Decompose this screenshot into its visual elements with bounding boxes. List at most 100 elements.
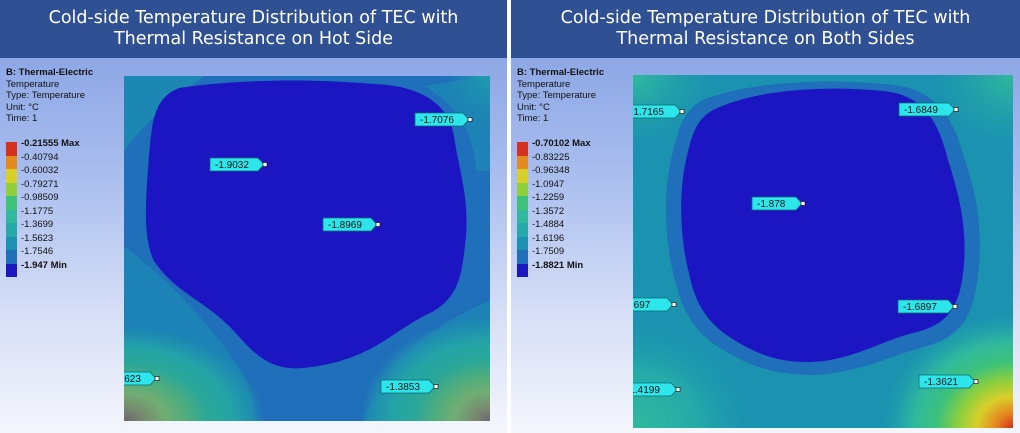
- legend-swatch: [6, 223, 17, 237]
- probe-label[interactable]: -1.4199: [633, 382, 681, 397]
- result-unit: Unit: °C: [6, 101, 39, 113]
- probe-marker: [262, 162, 268, 167]
- probe-value: -1.8969: [328, 220, 362, 231]
- probe-value: -1.6897: [903, 302, 937, 313]
- result-type-line: Temperature: [517, 78, 571, 90]
- legend-label: -0.70102 Max: [532, 138, 591, 149]
- analysis-name: B: Thermal-Electric: [6, 67, 94, 78]
- probe-label[interactable]: -1.3621: [918, 374, 979, 389]
- probe-value: -1.3623: [124, 374, 141, 385]
- legend-label: -0.60032: [21, 165, 59, 176]
- contour-plot[interactable]: -1.7165 -1.6849 -1.878 -1.697 -1.6897 -1.4199…: [633, 75, 1013, 428]
- result-info: B: Thermal-Electric Temperature Type: Te…: [6, 67, 93, 125]
- probe-label[interactable]: -1.7165: [633, 104, 685, 119]
- legend-label: -0.79271: [21, 178, 59, 190]
- probe-marker: [952, 304, 958, 309]
- legend-swatch: [6, 182, 17, 196]
- probe-value: -1.4199: [633, 385, 660, 396]
- probe-marker: [671, 302, 677, 307]
- legend-swatch: [6, 263, 17, 277]
- legend-swatch: [517, 209, 528, 223]
- legend-swatch: [517, 223, 528, 237]
- legend-label: -1.7509: [532, 246, 565, 257]
- probe-label[interactable]: -1.9032: [209, 157, 268, 172]
- contour-svg: -1.7165 -1.6849 -1.878 -1.697 -1.6897 -1.4199…: [633, 75, 1013, 428]
- legend-label: -1.3572: [532, 205, 565, 217]
- contour-min-region: [145, 80, 467, 369]
- result-unit: Unit: °C: [517, 101, 550, 113]
- contour-right-band: [424, 76, 490, 171]
- panel-header: Cold-side Temperature Distribution of TE…: [511, 0, 1020, 58]
- contour-min-region: [681, 88, 965, 363]
- probe-marker: [953, 107, 959, 112]
- probe-label[interactable]: -1.7076: [414, 112, 473, 127]
- legend-swatch: [517, 196, 528, 210]
- probe-marker: [800, 201, 806, 206]
- legend-label: -0.98509: [21, 192, 59, 203]
- probe-value: -1.7076: [420, 115, 454, 126]
- legend-swatch: [517, 250, 528, 264]
- panel-title: Cold-side Temperature Distribution of TE…: [560, 8, 971, 49]
- panel-header: Cold-side Temperature Distribution of TE…: [0, 0, 507, 58]
- left-result-panel: Cold-side Temperature Distribution of TE…: [0, 0, 507, 433]
- probe-marker: [433, 384, 439, 389]
- probe-label[interactable]: -1.878: [751, 196, 806, 211]
- contour-corner-top-left: [124, 76, 204, 151]
- legend-label: -1.8821 Min: [532, 259, 584, 271]
- probe-marker: [973, 379, 979, 384]
- legend-swatch: [6, 142, 17, 156]
- probe-label[interactable]: -1.8969: [322, 217, 381, 232]
- result-type-line: Temperature: [6, 78, 60, 90]
- probe-value: -1.3621: [924, 377, 958, 388]
- legend-swatch: [517, 236, 528, 250]
- probe-value: -1.6849: [904, 105, 938, 116]
- analysis-name: B: Thermal-Electric: [517, 67, 605, 78]
- legend-swatch: [517, 155, 528, 169]
- probe-label[interactable]: -1.6849: [898, 102, 959, 117]
- legend-swatch: [517, 182, 528, 196]
- result-time: Time: 1: [6, 113, 38, 124]
- probe-label[interactable]: -1.6897: [897, 299, 958, 314]
- legend-label: -0.21555 Max: [21, 138, 80, 149]
- result-type-detail: Type: Temperature: [517, 90, 597, 101]
- panel-title: Cold-side Temperature Distribution of TE…: [48, 8, 459, 49]
- contour-svg: -1.7076 -1.9032 -1.8969 -1.3623 -1.3853: [124, 76, 490, 421]
- legend-swatch: [517, 142, 528, 156]
- legend-swatch: [6, 169, 17, 183]
- legend-label: -0.40794: [21, 151, 59, 163]
- legend-label: -1.7546: [21, 246, 54, 257]
- result-time: Time: 1: [517, 113, 549, 124]
- legend-swatch: [6, 155, 17, 169]
- legend-label: -1.2259: [532, 192, 565, 203]
- legend-swatch: [6, 196, 17, 210]
- probe-marker: [675, 387, 681, 392]
- legend-swatch: [517, 263, 528, 277]
- legend-swatch: [6, 236, 17, 250]
- legend-label: -1.1775: [21, 205, 54, 217]
- legend-label: -0.96348: [532, 165, 570, 176]
- legend-label: -1.4884: [532, 219, 565, 230]
- probe-marker: [375, 222, 381, 227]
- contour-plot[interactable]: -1.7076 -1.9032 -1.8969 -1.3623 -1.3853: [124, 76, 490, 421]
- legend-label: -1.3699: [21, 219, 54, 230]
- probe-label[interactable]: -1.3623: [124, 371, 160, 386]
- legend-label: -1.947 Min: [21, 259, 67, 271]
- probe-value: -1.9032: [215, 160, 249, 171]
- result-type-detail: Type: Temperature: [6, 90, 86, 101]
- legend-label: -1.0947: [532, 178, 565, 190]
- right-result-panel: Cold-side Temperature Distribution of TE…: [511, 0, 1020, 433]
- probe-marker: [467, 117, 473, 122]
- probe-label[interactable]: -1.3853: [380, 379, 439, 394]
- legend-swatch: [517, 169, 528, 183]
- probe-marker: [154, 376, 160, 381]
- result-info: B: Thermal-Electric Temperature Type: Te…: [517, 67, 604, 125]
- legend-label: -1.6196: [532, 232, 565, 244]
- probe-label[interactable]: -1.697: [633, 297, 677, 312]
- legend-label: -1.5623: [21, 232, 54, 244]
- legend-swatch: [6, 250, 17, 264]
- legend-label: -0.83225: [532, 151, 570, 163]
- probe-value: -1.7165: [633, 107, 664, 118]
- probe-marker: [679, 109, 685, 114]
- legend-swatch: [6, 209, 17, 223]
- probe-value: -1.3853: [386, 382, 420, 393]
